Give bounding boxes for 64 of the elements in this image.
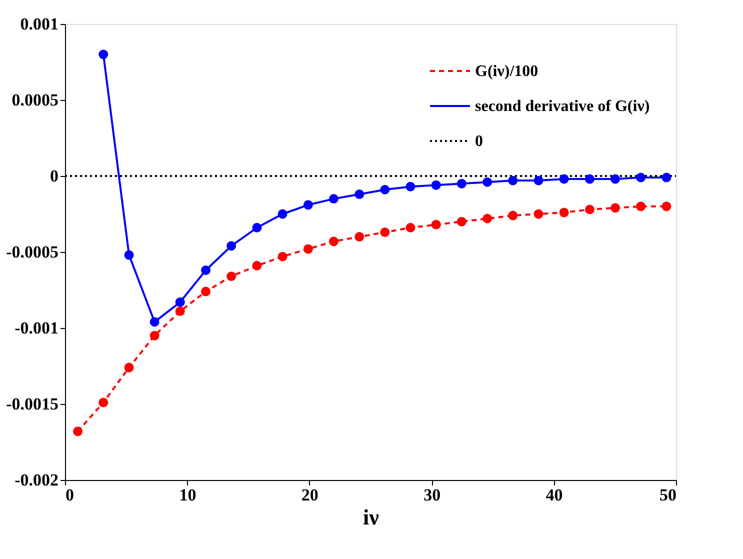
point — [354, 190, 364, 199]
x-tick-label: 0 — [66, 486, 74, 504]
point — [175, 306, 185, 316]
point — [98, 50, 108, 60]
y-tick-label: 0.001 — [20, 14, 58, 34]
point — [328, 194, 338, 204]
point — [252, 260, 262, 270]
point — [559, 174, 569, 184]
point — [482, 214, 492, 224]
point — [150, 317, 160, 327]
point — [124, 250, 134, 260]
x-tick-label: 20 — [301, 486, 318, 504]
point — [584, 174, 594, 184]
y-tick-label: 0 — [50, 166, 58, 186]
point — [150, 330, 160, 340]
point — [482, 177, 492, 187]
point — [508, 210, 518, 220]
y-tick-label: -0.002 — [14, 470, 58, 490]
x-tick-label: 40 — [546, 486, 563, 504]
point — [354, 232, 364, 242]
y-tick-label: -0.0005 — [6, 242, 58, 262]
point — [662, 172, 672, 182]
point — [534, 176, 544, 186]
point — [636, 172, 646, 182]
x-tick-label: 30 — [424, 486, 441, 504]
point — [456, 178, 466, 188]
x-tick-label: 10 — [179, 486, 196, 504]
x-tick-label: 50 — [660, 486, 676, 504]
point — [303, 200, 313, 210]
point — [406, 222, 416, 232]
point — [278, 252, 288, 262]
point — [584, 204, 594, 214]
legend-label: second derivative of G(iν) — [475, 98, 650, 115]
point — [431, 220, 441, 230]
point — [328, 236, 338, 246]
point — [252, 222, 262, 232]
point — [226, 272, 236, 282]
point — [610, 174, 620, 184]
point — [175, 297, 185, 307]
point — [534, 209, 544, 219]
point — [201, 286, 211, 296]
point — [636, 202, 646, 212]
point — [124, 362, 134, 372]
point — [303, 244, 313, 254]
point — [508, 176, 518, 186]
y-tick-label: -0.0015 — [6, 394, 58, 414]
point — [610, 203, 620, 213]
point — [73, 426, 83, 436]
point — [662, 202, 672, 212]
point — [406, 182, 416, 192]
point — [278, 209, 288, 219]
point — [226, 241, 236, 251]
x-axis-title: iν — [363, 504, 380, 530]
point — [380, 228, 390, 237]
point — [559, 208, 569, 218]
point — [98, 398, 108, 408]
point — [201, 266, 211, 275]
point — [380, 184, 390, 194]
legend-label: 0 — [475, 133, 483, 150]
legend-label: G(iν)/100 — [475, 63, 538, 80]
point — [431, 180, 441, 190]
y-tick-label: 0.0005 — [12, 90, 58, 110]
y-tick-label: -0.001 — [14, 318, 58, 338]
point — [456, 216, 466, 226]
